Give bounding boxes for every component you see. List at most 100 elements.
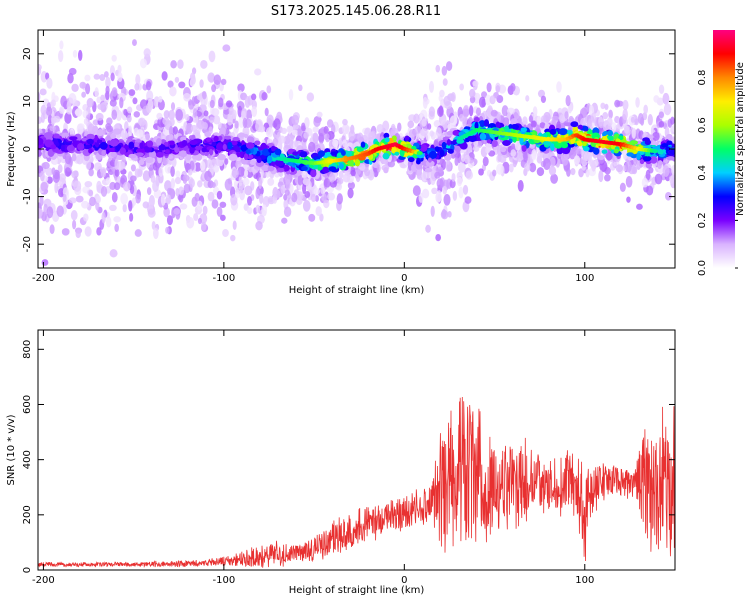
heatmap-cell [267,165,275,172]
heatmap-cell [249,160,257,166]
heatmap-cell [528,115,534,123]
heatmap-cell [341,123,350,135]
heatmap-cell [181,139,188,147]
heatmap-cell [183,92,191,102]
heatmap-cell [266,155,273,164]
heatmap-cell [312,126,319,133]
heatmap-cell [412,185,421,197]
heatmap-cell [167,80,174,88]
heatmap-cell [58,106,65,114]
heatmap-cell [246,136,255,144]
heatmap-cell [41,161,50,170]
heatmap-cell [120,129,128,140]
heatmap-cell [416,157,421,165]
heatmap-cell [666,133,673,140]
heatmap-cell [581,164,586,171]
heatmap-cell [220,78,227,85]
heatmap-cell [608,109,613,119]
heatmap-cell [468,134,477,143]
heatmap-cell [330,151,339,156]
heatmap-cell [429,80,435,93]
y-tick-label: 800 [22,340,33,359]
heatmap-cell [261,164,270,172]
heatmap-cell [81,91,87,98]
heatmap-cell [254,68,262,76]
heatmap-cell [511,124,520,130]
colorbar-tick-label: 0.0 [697,260,708,276]
heatmap-cell [86,138,94,145]
heatmap-cell [436,190,442,203]
heatmap-cell [445,159,452,172]
heatmap-cell [178,81,186,89]
heatmap-cell [607,130,614,137]
heatmap-cell [200,60,208,69]
heatmap-cell [134,229,142,237]
heatmap-cell [316,111,323,118]
heatmap-cell [129,175,137,182]
heatmap-cell [152,180,159,192]
heatmap-cell [485,146,491,154]
heatmap-cell [117,71,123,83]
heatmap-cell [338,162,344,170]
heatmap-cell [95,112,104,121]
y-tick-label: -20 [22,236,33,252]
heatmap-cell [435,233,442,242]
heatmap-cell [204,170,212,182]
heatmap-cell [142,201,150,209]
heatmap-cell [245,142,255,149]
heatmap-cell [178,186,184,196]
heatmap-cell [128,125,133,138]
y-tick-label: -10 [22,188,33,204]
heatmap-cell [662,92,670,105]
heatmap-cell [662,165,670,177]
heatmap-cell [170,60,177,69]
heatmap-cell [255,187,260,200]
heatmap-cell [139,142,144,149]
heatmap-cell [335,182,343,191]
heatmap-cell [50,144,57,150]
heatmap-cell [573,155,581,165]
heatmap-cell [226,114,233,126]
heatmap-cell [619,182,626,193]
heatmap-cell [151,220,156,230]
heatmap-cell [119,97,124,109]
heatmap-cell [454,156,459,166]
heatmap-peak-cell [652,149,659,154]
heatmap-cell [429,130,434,137]
heatmap-cell [96,227,102,236]
heatmap-cell [670,116,675,125]
colorbar: 0.0 0.2 0.4 0.6 0.8 Normalized spectral ampl… [697,30,746,276]
heatmap-cell [328,166,337,172]
heatmap-cell [430,205,435,218]
heatmap-cell [306,92,315,102]
heatmap-cell [561,142,569,149]
heatmap-cell [661,143,669,148]
heatmap-cell [115,144,122,151]
heatmap-cell [109,204,117,212]
heatmap-cell [60,144,65,152]
heatmap-cell [447,148,454,154]
heatmap-cell [166,215,174,226]
heatmap-cell [486,139,492,144]
heatmap-cell [323,178,331,188]
heatmap-cell [196,200,203,211]
heatmap-cell [485,94,492,106]
heatmap-cell [441,65,448,76]
heatmap-cell [242,177,250,186]
heatmap-cell [469,96,476,104]
heatmap-cell [193,213,199,221]
heatmap-cell [258,177,263,190]
heatmap-cell [179,150,188,158]
heatmap-cell [163,110,170,119]
x-tick-label: 100 [575,575,594,586]
heatmap-cell [280,184,286,195]
heatmap-cell [195,145,204,150]
heatmap-cell [419,144,428,152]
heatmap-cell [108,147,117,153]
heatmap-cell [439,89,445,98]
heatmap-cell [508,163,514,173]
heatmap-cell [175,170,181,178]
heatmap-cell [447,210,452,218]
snr-series [38,396,675,568]
heatmap-cell [313,187,320,195]
